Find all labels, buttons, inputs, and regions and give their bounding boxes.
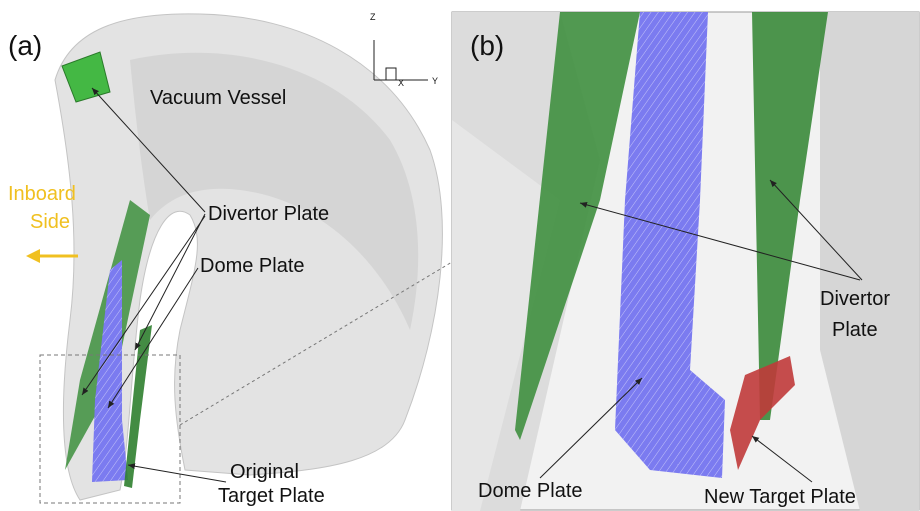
axis-x	[386, 68, 396, 80]
annotation: Dome Plate	[478, 480, 583, 502]
annotation: New Target Plate	[704, 486, 856, 508]
annotation: Inboard	[8, 183, 76, 205]
axis-label: X	[398, 78, 404, 88]
panel-a: Z X Y (a) Vacuum Vessel Inboard Side Div…	[8, 12, 452, 507]
annotation: Vacuum Vessel	[150, 87, 286, 109]
axis-label: Y	[432, 76, 438, 86]
panel-label: (a)	[8, 30, 42, 61]
axis-label: Z	[370, 12, 376, 22]
annotation: Original	[230, 461, 299, 483]
inboard-arrow-head	[26, 249, 40, 263]
page: {"panels": [ {"label": "(a)", "axes": {"…	[0, 0, 920, 511]
annotation: Dome Plate	[200, 255, 305, 277]
annotation: Divertor Plate	[208, 203, 329, 225]
annotation: Target Plate	[218, 485, 325, 507]
annotation: Plate	[832, 319, 878, 341]
annotation: Divertor	[820, 288, 890, 310]
figure: Z X Y (a) Vacuum Vessel Inboard Side Div…	[0, 0, 920, 511]
panel-label: (b)	[470, 30, 504, 61]
annotation: Side	[30, 211, 70, 233]
panel-b: (b) Divertor Plate Dome Plate New Target…	[452, 12, 919, 511]
